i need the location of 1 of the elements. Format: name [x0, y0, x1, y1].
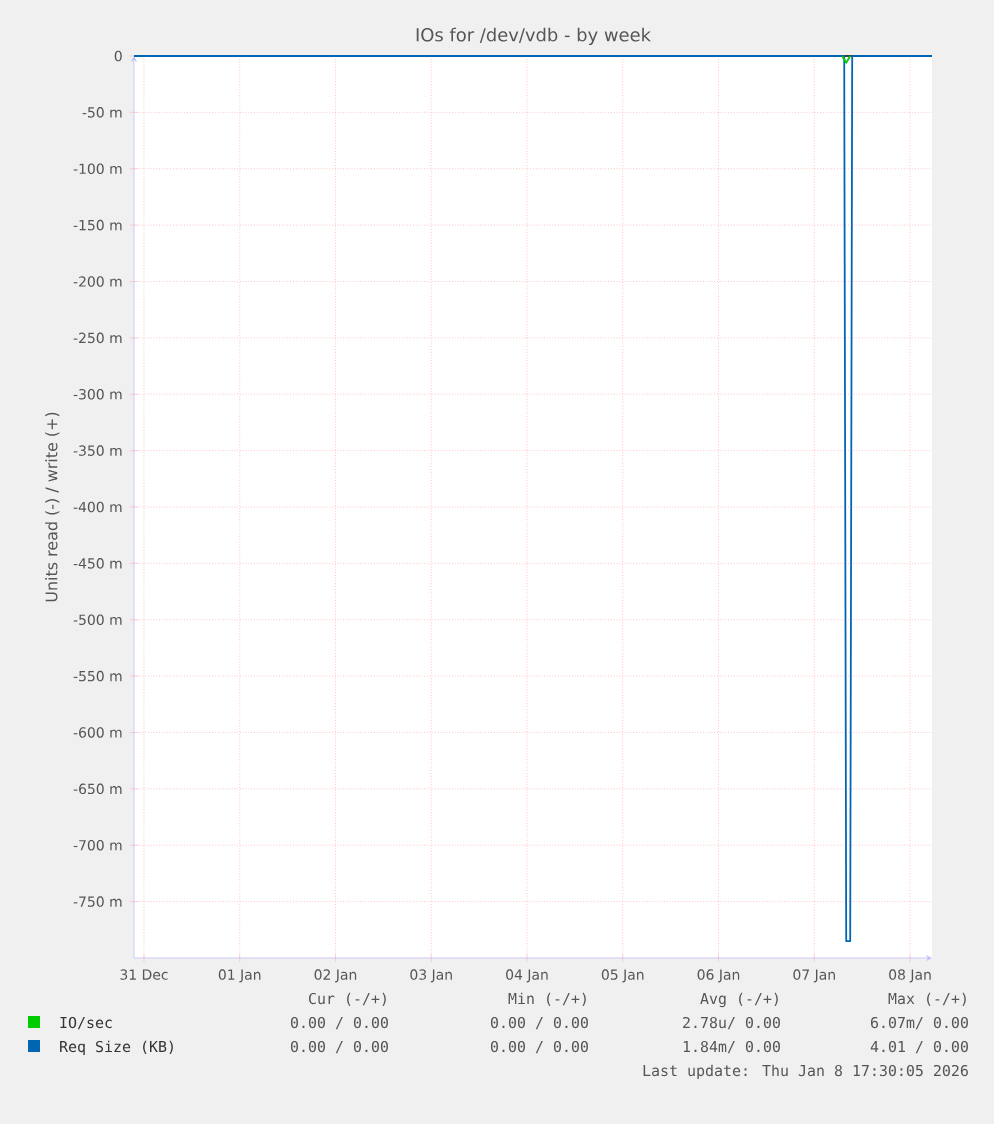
chart-title: IOs for /dev/vdb - by week [416, 27, 651, 45]
